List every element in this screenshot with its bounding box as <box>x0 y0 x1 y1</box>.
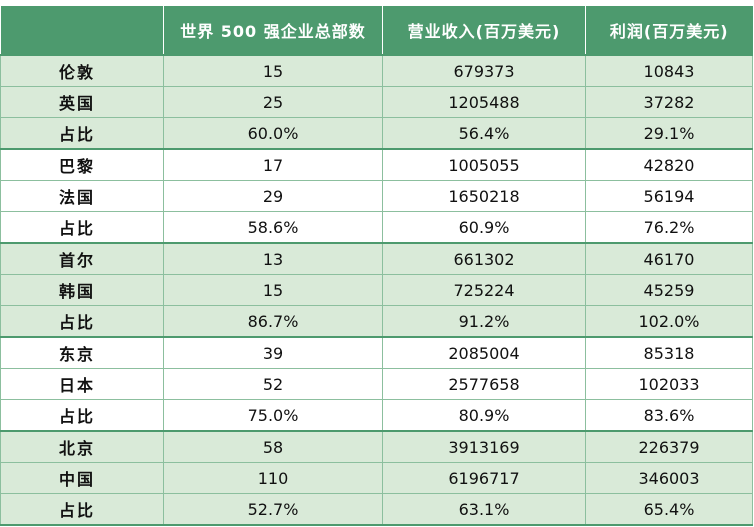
header-cell-hq-count: 世界 500 强企业总部数 <box>163 6 383 55</box>
cell-revenue: 60.9% <box>382 211 586 244</box>
cell-revenue: 63.1% <box>382 493 586 526</box>
cell-profit: 29.1% <box>585 117 753 150</box>
row-label: 韩国 <box>0 274 164 306</box>
table-row: 日本 52 2577658 102033 <box>0 368 753 400</box>
row-label: 伦敦 <box>0 54 164 87</box>
row-label: 占比 <box>0 399 164 432</box>
cell-profit: 226379 <box>585 430 753 463</box>
cell-hq-count: 75.0% <box>163 399 383 432</box>
table-row: 占比 86.7% 91.2% 102.0% <box>0 305 753 338</box>
cell-profit: 46170 <box>585 242 753 275</box>
row-label: 占比 <box>0 305 164 338</box>
cell-revenue: 2085004 <box>382 336 586 369</box>
table-row: 伦敦 15 679373 10843 <box>0 54 753 87</box>
top-strip <box>0 0 754 6</box>
cell-hq-count: 39 <box>163 336 383 369</box>
cell-hq-count: 15 <box>163 54 383 87</box>
row-label: 占比 <box>0 117 164 150</box>
cell-profit: 102.0% <box>585 305 753 338</box>
cell-revenue: 80.9% <box>382 399 586 432</box>
table-row: 占比 60.0% 56.4% 29.1% <box>0 117 753 150</box>
row-label: 北京 <box>0 430 164 463</box>
row-label: 法国 <box>0 180 164 212</box>
cell-hq-count: 52.7% <box>163 493 383 526</box>
row-label: 日本 <box>0 368 164 400</box>
cell-profit: 56194 <box>585 180 753 212</box>
cell-profit: 102033 <box>585 368 753 400</box>
cell-hq-count: 15 <box>163 274 383 306</box>
row-label: 东京 <box>0 336 164 369</box>
row-label: 占比 <box>0 211 164 244</box>
cell-revenue: 679373 <box>382 54 586 87</box>
cell-hq-count: 60.0% <box>163 117 383 150</box>
cell-revenue: 56.4% <box>382 117 586 150</box>
cell-profit: 45259 <box>585 274 753 306</box>
table-body: 伦敦 15 679373 10843 英国 25 1205488 37282 占比 60.0% 56… <box>0 54 753 526</box>
table-row: 韩国 15 725224 45259 <box>0 274 753 306</box>
cell-hq-count: 52 <box>163 368 383 400</box>
cell-revenue: 1205488 <box>382 86 586 118</box>
cell-hq-count: 13 <box>163 242 383 275</box>
cell-hq-count: 58 <box>163 430 383 463</box>
cell-hq-count: 25 <box>163 86 383 118</box>
cell-hq-count: 110 <box>163 462 383 494</box>
table-row: 法国 29 1650218 56194 <box>0 180 753 212</box>
cell-profit: 346003 <box>585 462 753 494</box>
table-row: 中国 110 6196717 346003 <box>0 462 753 494</box>
cell-hq-count: 86.7% <box>163 305 383 338</box>
cell-revenue: 3913169 <box>382 430 586 463</box>
row-label: 占比 <box>0 493 164 526</box>
table-row: 东京 39 2085004 85318 <box>0 336 753 369</box>
header-cell-corner <box>0 6 164 55</box>
header-cell-profit: 利润(百万美元) <box>585 6 753 55</box>
cell-revenue: 661302 <box>382 242 586 275</box>
cell-profit: 65.4% <box>585 493 753 526</box>
data-table: 世界 500 强企业总部数 营业收入(百万美元) 利润(百万美元) 伦敦 15 67… <box>0 6 753 526</box>
table-row: 北京 58 3913169 226379 <box>0 430 753 463</box>
table-row: 占比 58.6% 60.9% 76.2% <box>0 211 753 244</box>
cell-revenue: 2577658 <box>382 368 586 400</box>
cell-profit: 10843 <box>585 54 753 87</box>
table-row: 占比 75.0% 80.9% 83.6% <box>0 399 753 432</box>
table-row: 占比 52.7% 63.1% 65.4% <box>0 493 753 526</box>
table-row: 首尔 13 661302 46170 <box>0 242 753 275</box>
cell-revenue: 91.2% <box>382 305 586 338</box>
cell-hq-count: 29 <box>163 180 383 212</box>
row-label: 首尔 <box>0 242 164 275</box>
table-row: 英国 25 1205488 37282 <box>0 86 753 118</box>
cell-profit: 85318 <box>585 336 753 369</box>
cell-revenue: 1005055 <box>382 148 586 181</box>
row-label: 巴黎 <box>0 148 164 181</box>
row-label: 中国 <box>0 462 164 494</box>
row-label: 英国 <box>0 86 164 118</box>
cell-hq-count: 58.6% <box>163 211 383 244</box>
cell-hq-count: 17 <box>163 148 383 181</box>
table-row: 巴黎 17 1005055 42820 <box>0 148 753 181</box>
cell-revenue: 6196717 <box>382 462 586 494</box>
header-cell-revenue: 营业收入(百万美元) <box>382 6 586 55</box>
cell-revenue: 1650218 <box>382 180 586 212</box>
cell-profit: 37282 <box>585 86 753 118</box>
cell-revenue: 725224 <box>382 274 586 306</box>
cell-profit: 76.2% <box>585 211 753 244</box>
header-row: 世界 500 强企业总部数 营业收入(百万美元) 利润(百万美元) <box>0 6 753 55</box>
cell-profit: 42820 <box>585 148 753 181</box>
cell-profit: 83.6% <box>585 399 753 432</box>
